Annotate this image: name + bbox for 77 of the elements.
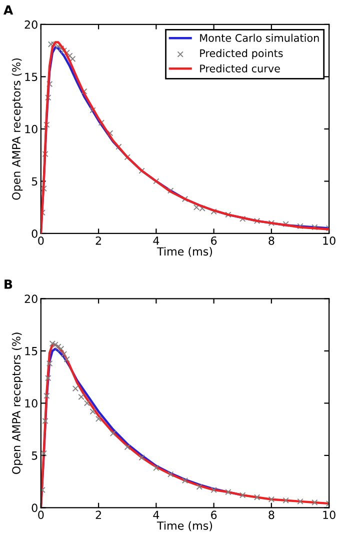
point	[40, 486, 46, 494]
point	[64, 356, 70, 362]
y-tick-label: 0	[32, 504, 38, 512]
point	[282, 497, 289, 504]
y-axis-title: Open AMPA receptors (%)	[12, 58, 23, 200]
x-tick-label: 8	[268, 236, 274, 245]
point	[78, 394, 84, 400]
point	[282, 221, 289, 228]
point	[52, 342, 58, 348]
point	[58, 346, 64, 352]
y-tick-label: 20	[24, 294, 38, 304]
y-tick-label: 0	[32, 229, 38, 238]
point	[254, 494, 260, 500]
point	[45, 375, 52, 382]
point	[40, 185, 47, 192]
y-tick-label: 10	[25, 399, 38, 408]
x-tick-label: 6	[211, 236, 217, 245]
point	[45, 94, 52, 101]
point	[46, 360, 53, 367]
x-tick-label: 4	[153, 510, 160, 519]
x-tick-label: 0	[38, 236, 44, 245]
y-tick-label: 15	[25, 347, 38, 356]
point	[210, 486, 217, 494]
point	[72, 385, 79, 392]
x-tick-label: 2	[96, 236, 101, 245]
text: B	[4, 280, 12, 289]
point	[124, 444, 130, 450]
point	[66, 52, 73, 59]
y-axis-title: Open AMPA receptors (%)	[12, 332, 23, 474]
x-axis-title: Time (ms)	[156, 247, 212, 257]
y-tick-label: 5	[32, 177, 38, 186]
point	[297, 498, 304, 505]
point	[110, 430, 116, 437]
x-tick-label: 10	[323, 510, 336, 520]
point	[297, 223, 304, 230]
y-tick-label: 20	[24, 20, 38, 29]
text: A	[4, 5, 14, 15]
x-tick-label: 10	[323, 236, 336, 245]
x-tick-label: 2	[96, 510, 101, 519]
x-tick-label: 8	[268, 510, 274, 520]
point	[70, 56, 76, 62]
point	[153, 464, 160, 472]
point	[60, 350, 68, 358]
point	[55, 344, 62, 350]
point	[84, 400, 90, 406]
x-tick-label: 0	[38, 510, 44, 520]
point	[312, 499, 318, 506]
x-axis-title: Time (ms)	[156, 521, 212, 532]
point	[312, 224, 318, 230]
point	[196, 484, 202, 490]
legend-label: Predicted curve	[200, 64, 280, 72]
legend-label: Monte Carlo simulation	[200, 34, 319, 42]
point	[42, 418, 48, 424]
point	[106, 130, 114, 136]
point	[168, 471, 174, 478]
point	[42, 150, 48, 158]
point	[90, 408, 96, 415]
point	[268, 220, 275, 226]
point	[58, 45, 64, 52]
point	[225, 488, 232, 496]
point	[95, 416, 102, 422]
y-tick-label: 10	[25, 124, 38, 134]
point	[49, 340, 56, 347]
y-tick-label: 15	[25, 72, 38, 82]
point	[44, 392, 50, 399]
point	[240, 492, 246, 498]
x-tick-label: 6	[211, 510, 217, 520]
y-tick-label: 5	[32, 452, 38, 460]
point	[138, 454, 145, 461]
point	[40, 450, 47, 456]
x-tick-label: 4	[153, 236, 160, 245]
legend-label: Predicted points	[200, 49, 283, 60]
point	[254, 218, 260, 224]
point	[225, 212, 232, 218]
point	[268, 496, 275, 502]
point	[182, 477, 188, 484]
point	[46, 80, 53, 88]
